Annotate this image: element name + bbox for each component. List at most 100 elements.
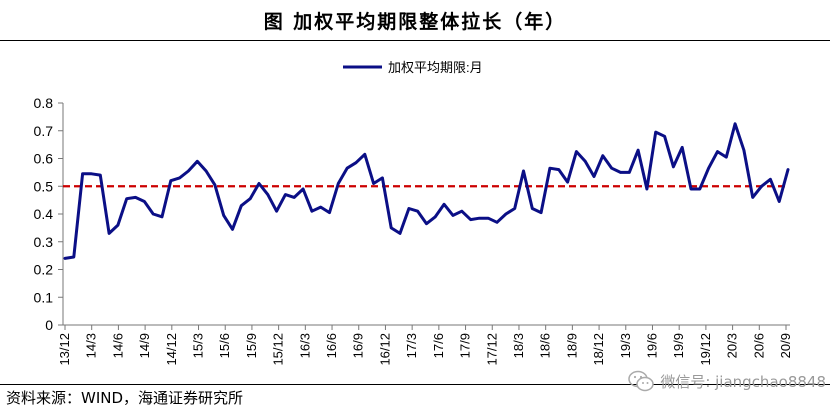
data-point: [231, 228, 234, 231]
data-point: [610, 167, 613, 170]
data-point: [689, 187, 693, 191]
data-point: [398, 232, 402, 235]
data-point: [248, 197, 252, 200]
y-tick-label: 0.6: [34, 151, 54, 167]
data-point: [725, 155, 728, 159]
data-point: [293, 196, 296, 199]
x-tick-label: 16/6: [324, 333, 339, 358]
data-point: [204, 169, 208, 173]
x-tick-label: 19/6: [644, 333, 659, 358]
data-point: [381, 176, 384, 180]
data-point: [407, 207, 411, 210]
data-point: [107, 232, 111, 235]
data-point: [284, 193, 287, 196]
data-point: [178, 176, 181, 180]
x-tick-label: 15/12: [271, 333, 286, 366]
y-tick-label: 0.3: [34, 234, 54, 250]
data-point: [72, 255, 76, 259]
y-tick-label: 0.2: [34, 262, 54, 278]
x-tick-label: 14/3: [84, 333, 99, 358]
data-point: [125, 197, 128, 200]
x-tick-label: 13/12: [57, 333, 72, 366]
x-tick-label: 19/12: [698, 333, 713, 366]
data-point: [733, 122, 737, 126]
watermark-text: 微信号: jiangchao8848: [660, 372, 826, 391]
wechat-icon: [628, 370, 655, 392]
x-tick-label: 19/3: [618, 333, 633, 358]
y-tick-label: 0: [45, 317, 53, 333]
data-point: [654, 130, 657, 134]
x-tick-label: 18/12: [591, 333, 606, 366]
watermark: 微信号: jiangchao8848: [628, 370, 826, 392]
y-tick-label: 0.4: [34, 206, 54, 222]
y-tick-label: 0.1: [34, 289, 54, 305]
x-tick-label: 16/3: [297, 333, 312, 358]
data-point: [460, 210, 463, 213]
x-tick-label: 14/12: [164, 333, 179, 366]
data-point: [513, 207, 516, 210]
x-tick-label: 19/9: [671, 333, 686, 358]
data-point: [143, 200, 146, 203]
data-point: [742, 148, 746, 152]
x-tick-label: 18/3: [511, 333, 526, 358]
data-point: [319, 205, 322, 209]
data-point: [751, 196, 754, 199]
data-point: [81, 172, 84, 175]
data-point: [416, 210, 419, 213]
data-point: [160, 215, 164, 218]
data-point: [390, 226, 393, 230]
data-point: [90, 172, 93, 175]
data-point: [680, 146, 684, 149]
data-point: [213, 183, 217, 187]
data-point: [337, 182, 340, 185]
data-point: [698, 187, 702, 191]
data-point: [786, 168, 790, 171]
data-point: [522, 169, 525, 173]
data-point: [345, 167, 349, 170]
data-point: [760, 185, 763, 188]
data-point: [769, 178, 772, 181]
source-note: 资料来源：WIND，海通证券研究所: [6, 389, 244, 407]
data-point: [354, 161, 358, 164]
title-divider: [0, 40, 830, 41]
data-point: [275, 210, 278, 213]
data-point: [151, 212, 155, 216]
footer-divider: [0, 384, 830, 385]
data-point: [619, 171, 622, 174]
data-point: [469, 218, 472, 221]
data-point: [539, 211, 543, 214]
chart-area: 加权平均期限:月 0 0.1 0.2 0.3 0.4 0.5 0.6 0.7 0.8 13/12 14…: [0, 41, 830, 384]
data-point: [557, 168, 560, 171]
series-line: [63, 122, 790, 260]
x-tick-label: 20/6: [751, 333, 766, 358]
data-point: [222, 214, 225, 217]
data-point: [716, 150, 719, 153]
data-point: [328, 211, 331, 214]
data-point: [451, 214, 455, 217]
data-point: [434, 215, 437, 218]
data-point: [504, 212, 508, 216]
data-point: [169, 179, 173, 182]
data-point: [116, 223, 120, 227]
x-tick-label: 17/6: [431, 333, 446, 358]
x-tick-label: 14/9: [137, 333, 152, 358]
data-point: [425, 222, 428, 225]
legend-label: 加权平均期限:月: [388, 60, 483, 75]
data-point: [592, 175, 596, 178]
x-tick-label: 20/3: [725, 333, 740, 358]
data-point: [628, 171, 631, 174]
data-point: [442, 203, 446, 206]
y-tick-label: 0.5: [34, 178, 54, 194]
data-point: [63, 257, 67, 260]
data-point: [663, 135, 666, 138]
data-point: [531, 207, 534, 210]
x-tick-label: 18/9: [564, 333, 579, 358]
x-tick-label: 15/3: [191, 333, 206, 358]
data-point: [478, 216, 481, 220]
data-point: [672, 165, 675, 169]
data-point: [372, 182, 375, 185]
data-point: [636, 148, 640, 152]
data-point: [495, 221, 499, 224]
x-tick-label: 17/9: [458, 333, 473, 358]
x-tick-label: 16/9: [351, 333, 366, 358]
